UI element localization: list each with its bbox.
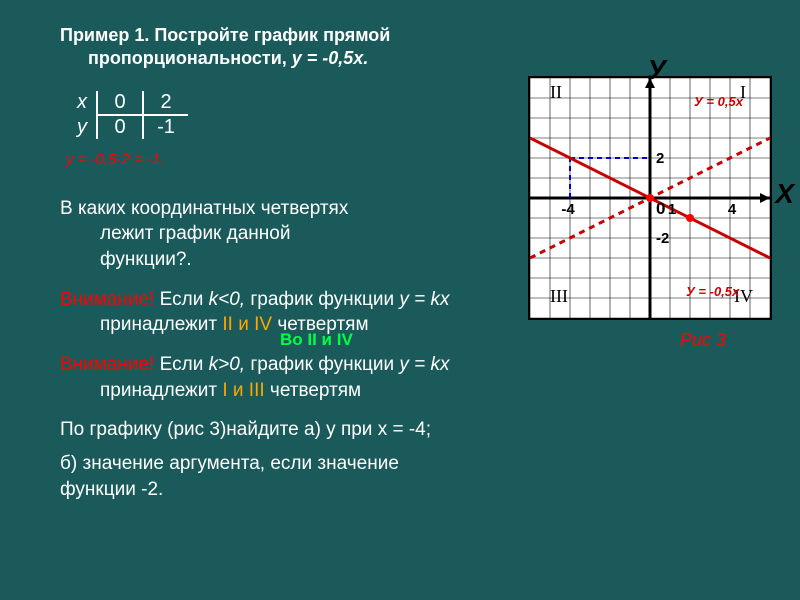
title-line1: Пример 1. Постройте график прямой <box>60 25 390 45</box>
alert-label: Внимание! <box>60 354 154 375</box>
title-equation: у = -0,5х. <box>292 48 369 68</box>
y-axis-label: У <box>647 54 666 86</box>
x-val-0: 0 <box>96 91 142 114</box>
chart: -4142-20IIIIIIIVУ = 0,5хУ = -0,5х <box>528 76 772 320</box>
x-label: х <box>68 91 96 114</box>
x-axis-label: Х <box>775 178 794 210</box>
task-a: По графику (рис 3)найдите а) у при х = -… <box>60 417 760 443</box>
y-label: у <box>68 116 96 139</box>
svg-text:0: 0 <box>656 199 665 218</box>
chart-svg: -4142-20IIIIIIIVУ = 0,5хУ = -0,5х <box>530 78 770 318</box>
y-val-1: -1 <box>142 116 188 139</box>
figure-caption: Рис 3 <box>680 330 726 351</box>
task-b: б) значение аргумента, если значение фун… <box>60 451 760 502</box>
question-l3: функции?. <box>100 247 500 273</box>
title-line2: пропорциональности, <box>88 48 287 68</box>
svg-text:III: III <box>550 286 568 306</box>
question-l1: В каких координатных четвертях <box>60 198 348 219</box>
svg-text:У = -0,5х: У = -0,5х <box>686 284 740 299</box>
svg-text:II: II <box>550 82 562 102</box>
svg-text:2: 2 <box>656 150 664 167</box>
question-l2: лежит график данной <box>100 221 500 247</box>
rule-2: Внимание! Если k>0, график функции у = k… <box>60 352 760 403</box>
svg-text:У = 0,5х: У = 0,5х <box>694 94 744 109</box>
value-table: х 0 2 у 0 -1 <box>60 91 188 139</box>
svg-text:-2: -2 <box>656 230 669 247</box>
x-val-1: 2 <box>142 91 188 114</box>
svg-text:4: 4 <box>728 201 737 218</box>
svg-text:-4: -4 <box>561 201 575 218</box>
svg-text:1: 1 <box>668 201 676 218</box>
answer: Во II и IV <box>280 330 353 350</box>
y-val-0: 0 <box>96 116 142 139</box>
alert-label: Внимание! <box>60 289 154 310</box>
